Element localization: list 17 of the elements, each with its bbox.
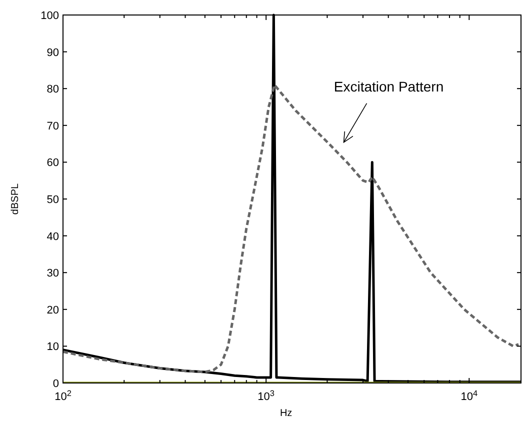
y-tick-label: 90	[46, 46, 59, 59]
y-tick-label: 100	[40, 10, 59, 22]
annotation: Excitation Pattern	[334, 78, 444, 94]
x-tick-label: 10$^{2}$	[54, 388, 72, 403]
y-tick-label: 20	[46, 304, 59, 316]
y-tick-label: 30	[46, 268, 59, 280]
x-tick-label: 10$^{4}$	[460, 388, 478, 403]
y-tick-label: 0	[52, 378, 59, 390]
y-tick-label: 40	[46, 230, 59, 243]
y-tick-label: 70	[46, 120, 59, 132]
y-tick-label: 80	[46, 84, 59, 96]
x-tick-label: 10$^{3}$	[258, 388, 275, 403]
y-tick-label: 60	[46, 157, 59, 170]
y-tick-label: 10	[46, 341, 59, 354]
x-axis-title: Hz	[280, 408, 292, 419]
y-axis-title: dBSPL	[10, 183, 21, 215]
y-tick-label: 50	[46, 194, 59, 206]
